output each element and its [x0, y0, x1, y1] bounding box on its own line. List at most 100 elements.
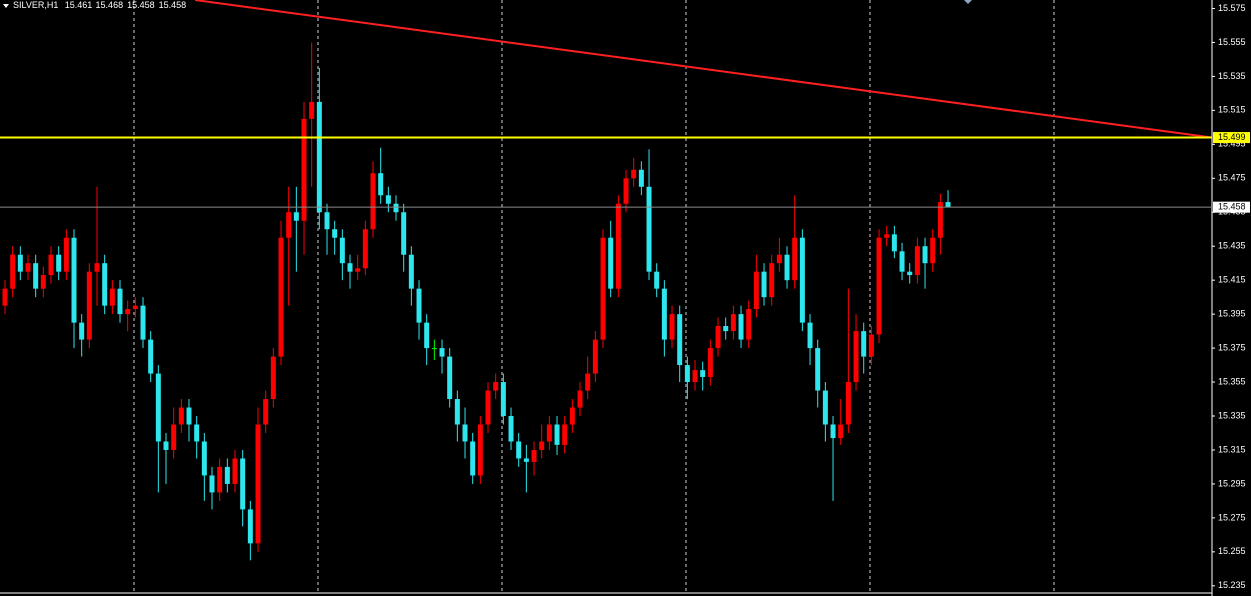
candle-body — [48, 254, 54, 276]
candle-body — [884, 234, 890, 238]
candle-body — [914, 246, 920, 276]
candle-body — [247, 509, 253, 544]
candle-body — [477, 424, 483, 476]
candle-body — [209, 475, 215, 493]
candle-body — [40, 275, 46, 289]
candle-body — [431, 348, 437, 350]
candle-body — [109, 288, 115, 306]
candle-body — [730, 314, 736, 332]
candle-body — [316, 101, 322, 213]
candle-body — [700, 370, 706, 377]
candle-body — [355, 268, 361, 272]
trend-line — [195, 0, 1212, 139]
current-price-label: 15.458 — [1218, 202, 1246, 212]
candle-body — [370, 173, 376, 230]
candle-body — [508, 416, 514, 442]
candle-body — [723, 326, 729, 332]
candle-body — [937, 202, 943, 238]
candle-body — [738, 314, 744, 340]
level-label: 15.499 — [1218, 132, 1246, 142]
candle-body — [784, 254, 790, 281]
candle-body — [930, 237, 936, 264]
candle-body — [677, 314, 683, 366]
candle-body — [646, 186, 652, 272]
candle-body — [240, 458, 246, 510]
candle-body — [822, 390, 828, 425]
candle-body — [217, 466, 223, 493]
candle-body — [25, 263, 31, 272]
candle-body — [148, 339, 154, 374]
candle-body — [408, 254, 414, 289]
candle-body — [385, 195, 391, 204]
candle-body — [853, 331, 859, 383]
candle-body — [401, 212, 407, 255]
y-tick-label: 15.355 — [1218, 376, 1246, 386]
candle-body — [339, 237, 345, 264]
candle-body — [79, 322, 85, 340]
candle-body — [33, 263, 39, 289]
candle-body — [470, 441, 476, 476]
candle-body — [715, 326, 721, 349]
y-tick-label: 15.295 — [1218, 478, 1246, 488]
header: SILVER,H1 15.461 15.468 15.458 15.458 — [13, 0, 186, 10]
header-close: 15.458 — [159, 0, 187, 10]
candle-body — [2, 288, 8, 306]
candle-body — [876, 237, 882, 335]
candle-body — [815, 348, 821, 391]
candle-body — [945, 202, 951, 208]
candle-body — [692, 370, 698, 383]
candle-body — [531, 449, 537, 462]
candle-body — [10, 254, 16, 289]
candle-body — [332, 229, 338, 238]
candle-body — [186, 407, 192, 425]
candle-body — [347, 263, 353, 272]
y-tick-label: 15.475 — [1218, 173, 1246, 183]
candle-body — [86, 271, 92, 340]
candle-body — [117, 288, 123, 315]
y-tick-label: 15.515 — [1218, 105, 1246, 115]
candle-body — [447, 356, 453, 400]
y-tick-label: 15.235 — [1218, 580, 1246, 590]
candle-body — [615, 203, 621, 289]
y-tick-label: 15.435 — [1218, 241, 1246, 251]
candle-body — [378, 173, 384, 196]
y-tick-label: 15.375 — [1218, 342, 1246, 352]
candle-body — [63, 237, 69, 272]
candle-body — [891, 234, 897, 252]
level-label-box — [1213, 132, 1250, 144]
candle-body — [684, 365, 690, 383]
candle-body — [94, 263, 100, 272]
candle-body — [439, 348, 445, 357]
y-tick-label: 15.535 — [1218, 71, 1246, 81]
y-tick-label: 15.495 — [1218, 139, 1246, 149]
candle-body — [125, 309, 131, 315]
candle-body — [178, 407, 184, 425]
candle-body — [638, 169, 644, 187]
candle-body — [569, 407, 575, 425]
marker — [964, 0, 972, 4]
menu-arrow[interactable] — [3, 4, 9, 8]
candle-body — [753, 271, 759, 310]
candle-body — [922, 246, 928, 264]
candle-body — [654, 271, 660, 289]
candle-body — [255, 424, 261, 544]
candle-body — [807, 322, 813, 349]
y-tick-label: 15.275 — [1218, 512, 1246, 522]
candle-body — [523, 458, 529, 462]
candle-body — [485, 390, 491, 425]
candle-body — [899, 251, 905, 272]
candle-body — [362, 229, 368, 269]
candle-body — [301, 118, 307, 221]
candle-body — [623, 178, 629, 204]
y-tick-label: 15.395 — [1218, 309, 1246, 319]
y-tick-label: 15.255 — [1218, 546, 1246, 556]
candle-body — [539, 441, 545, 450]
candle-body — [393, 203, 399, 213]
candle-body — [424, 322, 430, 349]
candle-body — [278, 237, 284, 357]
candle-body — [232, 458, 238, 484]
candle-body — [792, 237, 798, 281]
candle-body — [868, 334, 874, 357]
candle-body — [776, 254, 782, 264]
